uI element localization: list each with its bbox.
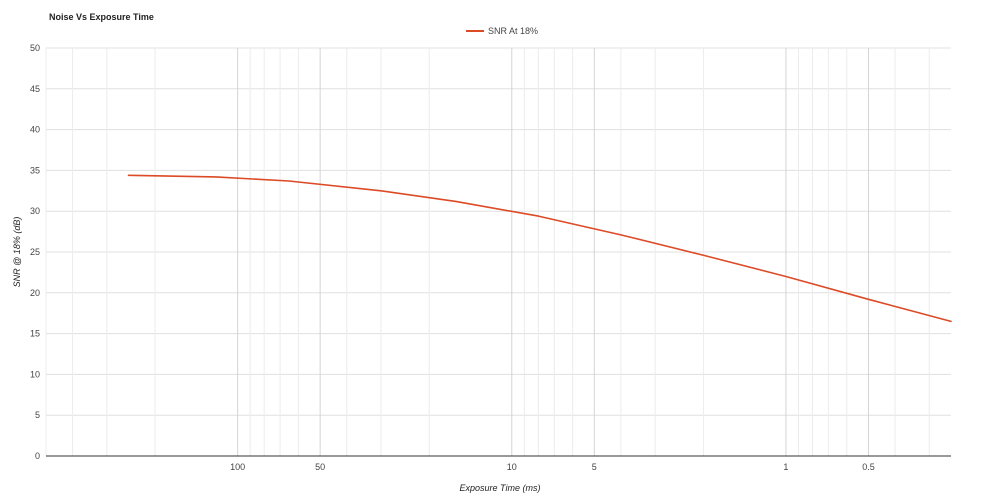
y-tick-label: 20 [30, 288, 40, 298]
axes: 0 5 10 15 20 25 30 35 40 45 50 100 50 10 5 1 0.5 [30, 43, 951, 472]
x-tick-label: 5 [592, 462, 597, 472]
x-tick-label: 10 [507, 462, 517, 472]
series-layer [127, 174, 952, 323]
grid [45, 47, 951, 456]
legend[interactable]: SNR At 18% [466, 26, 538, 36]
y-tick-label: 25 [30, 247, 40, 257]
y-tick-label: 45 [30, 84, 40, 94]
y-axis-title: SNR @ 18% (dB) [12, 217, 22, 288]
chart-title: Noise Vs Exposure Time [49, 12, 154, 22]
x-axis-title: Exposure Time (ms) [460, 483, 541, 493]
legend-label: SNR At 18% [488, 26, 538, 36]
y-tick-label: 40 [30, 125, 40, 135]
series-line-snr[interactable] [127, 174, 952, 323]
y-tick-label: 15 [30, 329, 40, 339]
x-tick-label: 0.5 [862, 462, 875, 472]
x-tick-label: 50 [315, 462, 325, 472]
x-tick-label: 100 [230, 462, 245, 472]
x-tick-label: 1 [783, 462, 788, 472]
y-tick-label: 50 [30, 43, 40, 53]
y-tick-label: 35 [30, 165, 40, 175]
y-tick-label: 30 [30, 206, 40, 216]
y-tick-label: 5 [35, 410, 40, 420]
y-tick-label: 0 [35, 451, 40, 461]
y-tick-label: 10 [30, 369, 40, 379]
